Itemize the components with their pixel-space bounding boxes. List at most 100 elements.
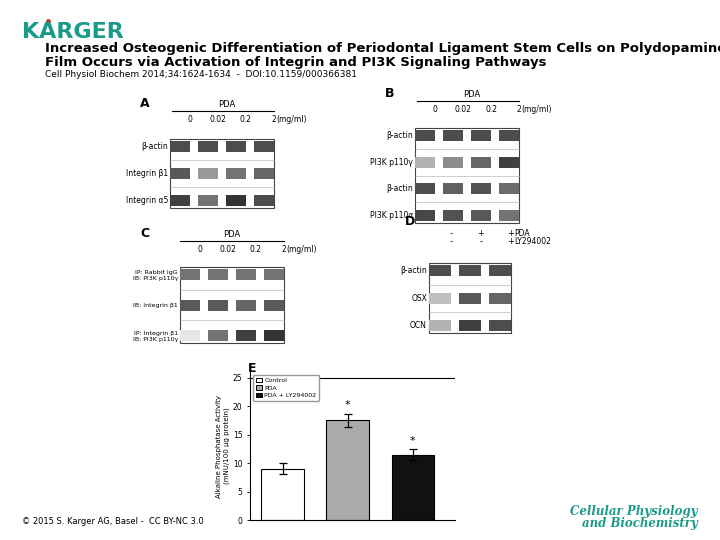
Text: +: + <box>508 229 514 238</box>
Bar <box>170 168 190 179</box>
Text: +: + <box>508 237 514 246</box>
Text: PI3K p110γ: PI3K p110γ <box>370 158 413 167</box>
Text: (mg/ml): (mg/ml) <box>286 246 317 254</box>
Bar <box>415 130 435 141</box>
Text: (mg/ml): (mg/ml) <box>276 116 307 125</box>
Bar <box>415 157 435 167</box>
Bar <box>429 264 511 333</box>
Text: β-actin: β-actin <box>400 266 427 275</box>
Bar <box>471 130 491 141</box>
Text: 2: 2 <box>282 246 287 254</box>
Bar <box>459 293 481 303</box>
Text: β-actin: β-actin <box>386 131 413 140</box>
Text: 0.02: 0.02 <box>220 246 236 254</box>
Text: C: C <box>140 227 149 240</box>
Bar <box>443 157 463 167</box>
Bar <box>208 269 228 280</box>
Bar <box>326 420 369 520</box>
Bar <box>443 130 463 141</box>
Bar <box>459 320 481 331</box>
Text: OSX: OSX <box>411 294 427 303</box>
Text: 0.2: 0.2 <box>250 246 262 254</box>
Text: and Biochemistry: and Biochemistry <box>582 517 698 530</box>
Bar <box>489 320 511 331</box>
Text: 0: 0 <box>433 105 438 114</box>
Text: LY294002: LY294002 <box>514 237 551 246</box>
Text: 0: 0 <box>197 246 202 254</box>
Bar <box>254 141 274 152</box>
Bar <box>459 266 481 276</box>
Text: *: * <box>410 436 415 446</box>
Text: Cell Physiol Biochem 2014;34:1624-1634  -  DOI:10.1159/000366381: Cell Physiol Biochem 2014;34:1624-1634 -… <box>45 70 357 79</box>
Bar <box>170 141 190 152</box>
Text: β-actin: β-actin <box>386 184 413 193</box>
Text: 0.2: 0.2 <box>485 105 497 114</box>
Bar <box>264 269 284 280</box>
Bar <box>489 293 511 303</box>
Bar <box>208 330 228 341</box>
Text: IB: PI3K p110γ: IB: PI3K p110γ <box>132 337 178 342</box>
Text: D: D <box>405 215 415 228</box>
Bar <box>415 128 519 223</box>
Bar <box>499 184 519 194</box>
Text: Film Occurs via Activation of Integrin and PI3K Signaling Pathways: Film Occurs via Activation of Integrin a… <box>45 56 546 69</box>
Text: © 2015 S. Karger AG, Basel -  CC BY-NC 3.0: © 2015 S. Karger AG, Basel - CC BY-NC 3.… <box>22 517 204 526</box>
Text: 0.02: 0.02 <box>210 116 226 125</box>
Text: *: * <box>345 400 351 410</box>
Bar <box>198 168 218 179</box>
Bar <box>254 168 274 179</box>
Text: 2: 2 <box>271 116 276 125</box>
Text: 0: 0 <box>188 116 192 125</box>
Text: IP: Rabbit IgG: IP: Rabbit IgG <box>135 271 178 275</box>
Text: IP: Integrin β1: IP: Integrin β1 <box>134 331 178 336</box>
Text: A: A <box>140 97 150 110</box>
Bar <box>499 157 519 167</box>
Text: -: - <box>480 237 482 246</box>
Bar <box>264 330 284 341</box>
Bar <box>254 195 274 206</box>
Text: OCN: OCN <box>410 321 427 330</box>
Text: IB: Integrin β1: IB: Integrin β1 <box>133 303 178 308</box>
Bar <box>180 267 284 343</box>
Bar <box>226 195 246 206</box>
Text: 2: 2 <box>517 105 521 114</box>
Bar <box>429 320 451 331</box>
Text: -: - <box>449 237 452 246</box>
Text: (mg/ml): (mg/ml) <box>521 105 552 114</box>
Text: IB: PI3K p110γ: IB: PI3K p110γ <box>132 276 178 281</box>
Bar <box>170 139 274 208</box>
Bar <box>264 300 284 310</box>
Bar <box>180 330 200 341</box>
Bar <box>198 141 218 152</box>
Text: PDA: PDA <box>223 230 240 239</box>
Bar <box>170 195 190 206</box>
Text: Integrin α5: Integrin α5 <box>125 196 168 205</box>
Bar <box>471 157 491 167</box>
Text: 0.02: 0.02 <box>454 105 472 114</box>
Text: PDA: PDA <box>514 229 530 238</box>
Bar <box>180 300 200 310</box>
Text: Integrin β1: Integrin β1 <box>126 169 168 178</box>
Bar <box>392 455 434 520</box>
Text: PDA: PDA <box>464 90 481 99</box>
Bar <box>261 469 304 520</box>
Text: β-actin: β-actin <box>141 141 168 151</box>
Bar <box>499 210 519 221</box>
Bar <box>489 266 511 276</box>
Bar <box>429 266 451 276</box>
Text: PI3K p110α: PI3K p110α <box>369 211 413 220</box>
Text: E: E <box>248 362 256 375</box>
Text: 0.2: 0.2 <box>240 116 252 125</box>
Text: B: B <box>385 87 395 100</box>
Bar <box>226 168 246 179</box>
Bar <box>471 210 491 221</box>
Bar <box>236 300 256 310</box>
Bar <box>226 141 246 152</box>
Legend: Control, PDA, PDA + LY294002: Control, PDA, PDA + LY294002 <box>253 375 319 401</box>
Y-axis label: Alkaline Phosphatase Activity
(mNU/100 μg protein): Alkaline Phosphatase Activity (mNU/100 μ… <box>217 395 230 497</box>
Text: Increased Osteogenic Differentiation of Periodontal Ligament Stem Cells on Polyd: Increased Osteogenic Differentiation of … <box>45 42 720 55</box>
Bar <box>198 195 218 206</box>
Bar <box>429 293 451 303</box>
Text: +: + <box>477 229 485 238</box>
Text: Cellular Physiology: Cellular Physiology <box>570 505 698 518</box>
